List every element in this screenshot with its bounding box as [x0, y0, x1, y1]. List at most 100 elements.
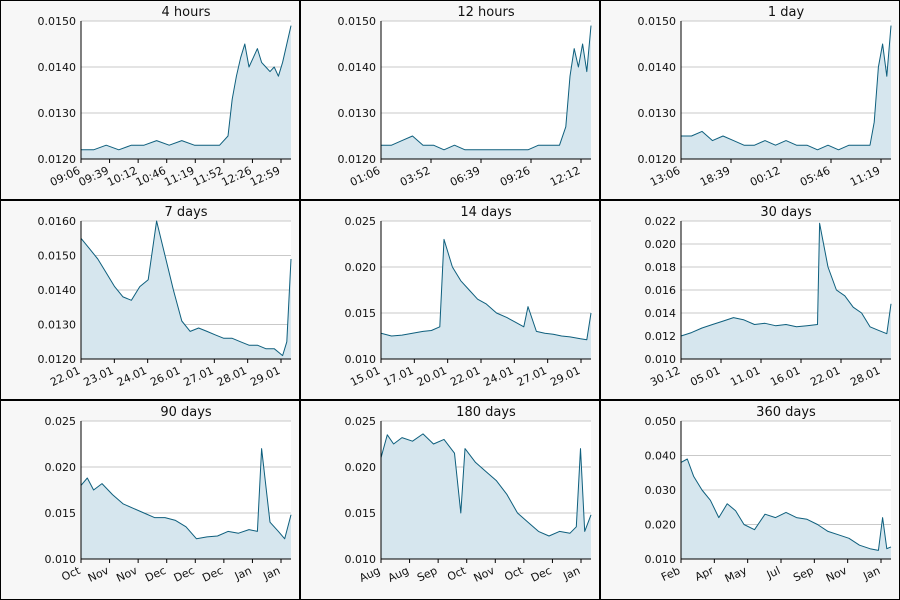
series-line: [681, 25, 892, 151]
x-tick-label: Nov: [824, 564, 849, 585]
chart-panel: 180 days 0.010 0.015 0.020 0.025 Aug Aug Sep Oct…: [300, 400, 600, 600]
chart-svg: 1 day 0.0120 0.0130 0.0140 0.0150 13:06 18:39 0…: [638, 5, 892, 189]
y-tick-label: 0.010: [645, 553, 677, 566]
y-tick-label: 0.0130: [638, 107, 677, 120]
x-tick-label: Dec: [143, 564, 168, 585]
y-tick-label: 0.0140: [38, 61, 77, 74]
x-tick-label: Oct: [60, 564, 83, 584]
x-tick-label: 24.01: [482, 364, 516, 389]
x-tick-label: 20.01: [415, 364, 449, 389]
x-tick-label: 06:39: [448, 164, 482, 189]
chart-svg: 360 days 0.010 0.020 0.030 0.040 0.050 Feb Apr M…: [645, 405, 892, 586]
series-area: [81, 25, 291, 159]
chart-title: 7 days: [164, 205, 207, 220]
x-tick-label: Nov: [114, 564, 139, 585]
y-tick-label: 0.020: [645, 238, 677, 251]
x-tick-label: 27.01: [515, 364, 549, 389]
y-tick-label: 0.0150: [38, 250, 77, 263]
x-tick-label: Jan: [260, 564, 282, 583]
y-tick-label: 0.0120: [38, 153, 77, 166]
chart-title: 1 day: [768, 5, 805, 20]
x-tick-label: Sep: [415, 564, 439, 585]
x-tick-label: Jan: [232, 564, 254, 583]
x-tick-label: 22.01: [808, 364, 842, 389]
x-tick-label: 12:12: [548, 164, 582, 189]
y-tick-label: 0.0140: [338, 61, 377, 74]
chart-panel: 4 hours 0.0120 0.0130 0.0140 0.0150 09:06 09:3…: [0, 0, 300, 200]
y-tick-label: 0.010: [645, 353, 677, 366]
series-line: [380, 238, 592, 341]
x-tick-label: Jan: [860, 564, 882, 583]
chart-svg: 7 days 0.0120 0.0130 0.0140 0.0150 0.0160 22.0…: [38, 205, 292, 389]
y-tick-label: 0.020: [645, 519, 677, 532]
x-tick-label: 05:46: [798, 164, 832, 189]
x-tick-label: 30.12: [648, 364, 682, 389]
x-tick-label: Jan: [560, 564, 582, 583]
chart-title: 30 days: [760, 205, 812, 220]
series-line: [81, 25, 292, 151]
y-tick-label: 0.0140: [38, 284, 77, 297]
x-tick-label: 03:52: [398, 164, 432, 189]
y-tick-label: 0.016: [645, 284, 677, 297]
x-tick-label: Aug: [386, 564, 411, 585]
x-tick-label: May: [723, 564, 750, 586]
chart-panel: 360 days 0.010 0.020 0.030 0.040 0.050 Feb Apr M…: [600, 400, 900, 600]
x-tick-label: 12:59: [248, 164, 282, 189]
chart-title: 4 hours: [162, 5, 211, 20]
series-area: [681, 223, 891, 359]
y-tick-label: 0.015: [45, 507, 77, 520]
x-tick-label: 01:06: [348, 164, 382, 189]
x-tick-label: 11.01: [728, 364, 762, 389]
x-tick-label: 22.01: [448, 364, 482, 389]
y-tick-label: 0.012: [645, 330, 677, 343]
chart-svg: 14 days 0.010 0.015 0.020 0.025 15.01 17.01 20.…: [345, 205, 592, 389]
series-area: [381, 239, 591, 359]
y-tick-label: 0.020: [345, 461, 377, 474]
x-tick-label: 05.01: [688, 364, 722, 389]
series-area: [81, 221, 291, 359]
y-tick-label: 0.0120: [38, 353, 77, 366]
y-tick-label: 0.025: [345, 415, 377, 428]
y-tick-label: 0.0150: [338, 15, 377, 28]
y-tick-label: 0.010: [345, 553, 377, 566]
x-tick-label: Apr: [693, 564, 716, 584]
chart-title: 360 days: [756, 405, 816, 420]
x-tick-label: Oct: [502, 564, 525, 584]
y-tick-label: 0.0120: [638, 153, 677, 166]
x-tick-label: Aug: [357, 564, 382, 585]
y-tick-label: 0.050: [645, 415, 677, 428]
x-tick-label: Oct: [445, 564, 468, 584]
series-line: [380, 433, 592, 537]
chart-title: 90 days: [160, 405, 212, 420]
y-tick-label: 0.018: [645, 261, 677, 274]
series-line: [80, 220, 292, 357]
x-tick-label: 16.01: [768, 364, 802, 389]
chart-title: 12 hours: [457, 5, 514, 20]
x-tick-label: 28.01: [848, 364, 882, 389]
y-tick-label: 0.025: [345, 215, 377, 228]
chart-svg: 4 hours0.01200.01300.01400.015009:0609:3…: [38, 5, 292, 189]
chart-title: 14 days: [460, 205, 512, 220]
chart-panel: 14 days 0.010 0.015 0.020 0.025 15.01 17.01 20.…: [300, 200, 600, 400]
x-tick-label: Jul: [764, 564, 782, 582]
x-tick-label: 13:06: [648, 164, 682, 189]
plot-area: [681, 21, 891, 159]
x-tick-label: 23.01: [82, 364, 116, 389]
chart-panel: 90 days 0.010 0.015 0.020 0.025 Oct Nov Nov Dec D…: [0, 400, 300, 600]
x-tick-label: 26.01: [148, 364, 182, 389]
chart-panel: 12 hours 0.0120 0.0130 0.0140 0.0150 01:06 03:…: [300, 0, 600, 200]
x-tick-label: 24.01: [115, 364, 149, 389]
x-tick-label: 29.01: [548, 364, 582, 389]
y-tick-label: 0.015: [345, 507, 377, 520]
chart-svg: 30 days 0.010 0.012 0.014 0.016 0.018 0.020 0.0…: [645, 205, 892, 389]
x-tick-label: 15.01: [348, 364, 382, 389]
y-tick-label: 0.025: [45, 415, 77, 428]
x-tick-label: 28.01: [215, 364, 249, 389]
chart-panel: 1 day 0.0120 0.0130 0.0140 0.0150 13:06 18:39 0…: [600, 0, 900, 200]
x-tick-label: Sep: [791, 564, 815, 585]
chart-panel: 30 days 0.010 0.012 0.014 0.016 0.018 0.020 0.0…: [600, 200, 900, 400]
x-tick-label: 29.01: [248, 364, 282, 389]
